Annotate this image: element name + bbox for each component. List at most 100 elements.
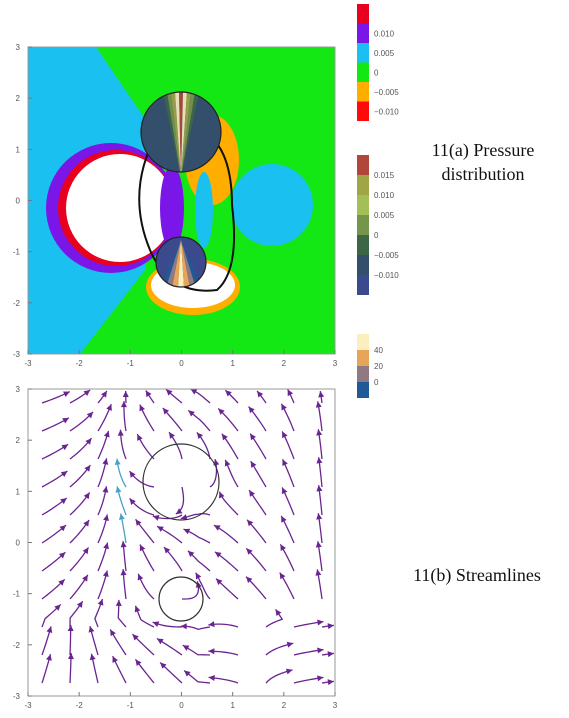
streamline-arrow [160,662,167,669]
streamline-arrow [58,552,66,559]
streamline-arrow [112,656,118,663]
domain-boundary-curve [138,131,236,292]
streamline-arrow [315,569,322,576]
streamline-arrow [129,471,136,478]
streamline-arrow [285,668,293,675]
streamline-arrow [282,431,288,439]
legend-swatch [357,382,369,398]
streamline-arrow [214,551,222,558]
x-tick-label: 3 [333,359,338,368]
x-tick-label: -2 [76,359,84,368]
legend-label: 40 [374,346,383,355]
streamline-arrow [316,513,323,520]
legend-swatch [357,101,369,121]
streamline-arrow [316,485,323,492]
streamline-arrow [213,525,221,531]
streamline-arrow [82,574,88,582]
streamline-arrow [169,432,175,439]
pressure-right-lobe [231,164,313,246]
legend-label: 0.010 [374,29,395,38]
x-tick-label: -1 [127,701,135,710]
legend-swatch [357,43,369,63]
cylinder-bottom-interior [160,240,202,287]
streamline-arrow [195,581,202,588]
speed-legend: 40 20 0 [357,334,383,398]
x-tick-label: -3 [24,359,32,368]
legend-swatch [357,350,369,366]
streamline-arrow [317,647,324,654]
streamline-arrow [46,654,52,661]
streamline-arrow [317,675,324,682]
streamline-arrow [180,623,187,630]
streamline-arrow [315,401,322,408]
x-tick-label: 1 [230,359,235,368]
legend-swatch [357,82,369,102]
top-ray [167,92,181,172]
y-tick-label: 1 [16,487,21,496]
y-tick-label: -3 [13,692,21,701]
pressure-axis-ticks: -3 -2 -1 0 1 2 3 -3 -2 -1 0 1 2 3 [13,43,338,368]
streamline-arrow [88,626,95,633]
streamline-arrow [316,457,323,464]
legend-label: −0.010 [374,107,399,116]
streamline-arrow [135,519,142,526]
bottom-ray [166,240,181,287]
top-ray [181,92,199,172]
y-tick-label: 2 [16,436,21,445]
legend-swatch [357,195,369,215]
streamline-arrow [195,572,202,580]
streamline-arrow [218,491,225,499]
x-tick-label: -2 [76,701,84,710]
streamline-arrow [156,638,164,645]
legend-swatch [357,23,369,43]
streamline-axis-ticks: -3 -2 -1 0 1 2 3 -3 -2 -1 0 1 2 3 [13,385,338,710]
x-tick-label: -3 [24,701,32,710]
streamline-arrow [250,433,256,441]
streamline-arrow [327,623,334,630]
streamline-arrow [287,389,294,397]
streamline-arrow [103,514,109,522]
legend-swatch [357,334,369,350]
streamline-arrow [208,648,215,655]
legend-swatch [357,4,369,24]
streamline-arrow [85,438,92,445]
streamline-arrow [60,498,67,505]
streamline-arrow [286,641,294,648]
streamline-arrow [114,458,121,466]
streamline-arrow [175,508,183,515]
legend-label: −0.005 [374,251,399,260]
streamline-arrow [102,570,109,578]
streamline-arrow [46,626,53,633]
streamline-cylinder-top [142,443,220,521]
streamline-arrow [135,659,142,667]
y-tick-label: 2 [16,94,21,103]
streamline-arrow [187,550,195,558]
streamline-arrow [317,619,324,626]
streamline-arrow [152,621,160,628]
pressure-neck-right [195,172,213,248]
streamline-arrow [279,572,286,580]
top-ray [171,92,181,172]
streamline-arrow [76,601,83,608]
legend-swatch [357,175,369,195]
streamline-arrow [67,653,74,660]
caption-pressure-line1: 11(a) Pressure [431,140,535,160]
streamline-arrow [132,634,139,641]
legend-label: 0.015 [374,171,395,180]
streamline-arrow [106,404,112,411]
streamline-arrow [188,410,195,417]
streamline-arrow [83,492,90,500]
streamline-arrow [129,498,136,505]
streamline-arrow [275,609,282,616]
streamline-arrow [208,621,215,628]
x-tick-label: 2 [282,701,287,710]
streamline-arrow [82,547,89,555]
streamline-arrow [59,525,67,532]
streamline-arrow [103,430,110,438]
caption-pressure-line2: distribution [441,164,525,184]
streamline-arrow [246,548,253,555]
streamline-arrow [221,433,228,441]
y-tick-label: -1 [13,590,21,599]
legend-label: 0 [374,378,379,387]
legend-label: −0.005 [374,88,399,97]
